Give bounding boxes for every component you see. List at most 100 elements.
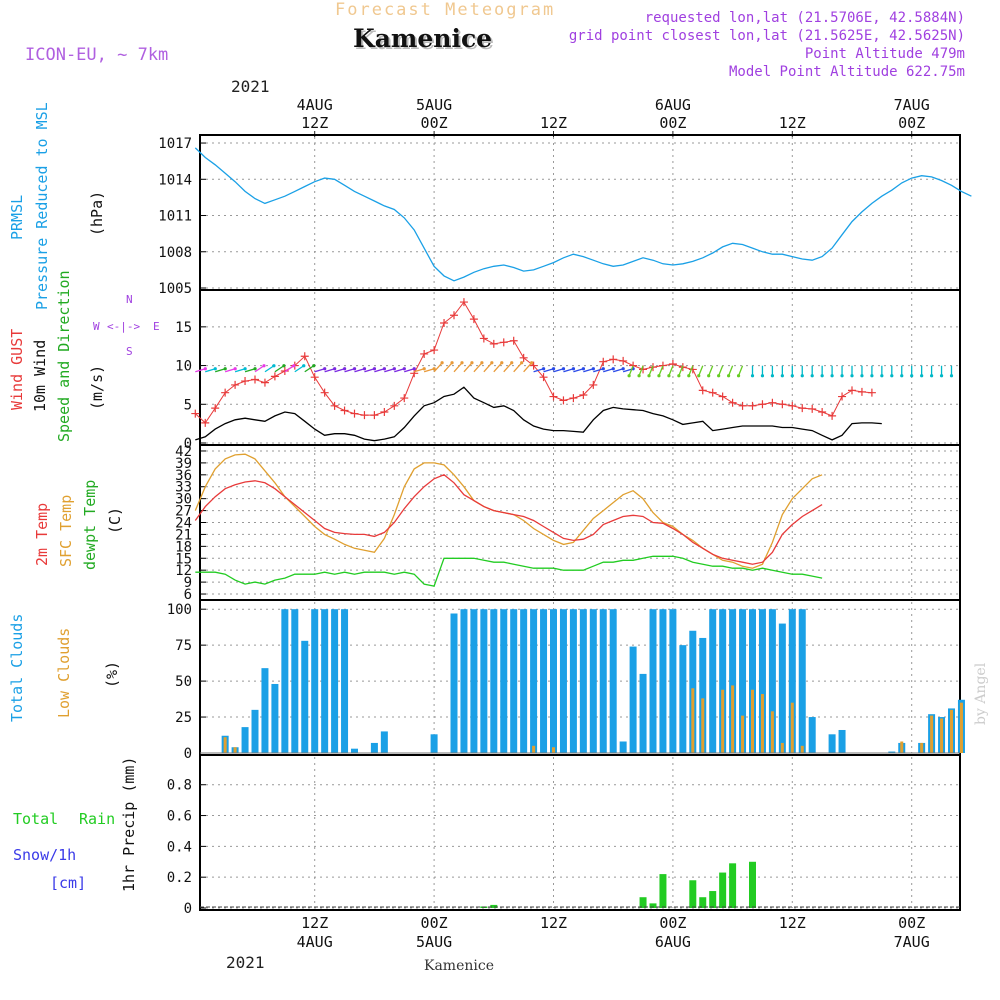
top-date-label-3: 6AUG xyxy=(655,96,691,114)
pressure-ytick-label-0: 1005 xyxy=(158,281,192,297)
precip-ytick-label-1: 0.2 xyxy=(167,870,192,886)
pressure-frame xyxy=(199,134,961,291)
bottom-hour-label-0: 12Z xyxy=(301,914,328,932)
wind-arrowhead-1 xyxy=(213,367,217,371)
gust-point-18 xyxy=(370,411,379,420)
total-cloud-bar-24 xyxy=(460,609,468,753)
top-date-label-0: 4AUG xyxy=(297,96,333,114)
rain-bar-2 xyxy=(639,897,647,908)
temp-ytick-label-9: 33 xyxy=(175,480,192,496)
gust-point-14 xyxy=(330,401,339,410)
gust-point-47 xyxy=(658,361,667,370)
temp-ytick-label-8: 30 xyxy=(175,492,192,508)
low-cloud-bar-73 xyxy=(950,709,953,753)
wind-arrow-23 xyxy=(423,368,435,373)
gust-point-57 xyxy=(758,400,767,409)
sfc-temp-line xyxy=(194,453,823,569)
total-cloud-bar-39 xyxy=(609,609,617,753)
total-cloud-bar-31 xyxy=(530,609,538,753)
wind-arrow-32 xyxy=(513,362,523,373)
wind-arrowhead-16 xyxy=(362,367,367,371)
wind-arrow-6 xyxy=(254,365,265,373)
gust-point-11 xyxy=(300,352,309,361)
bottom-hour-label-3: 00Z xyxy=(659,914,686,932)
model-name: ICON-EU, ~ 7km xyxy=(25,45,169,65)
precip-ytick-label-2: 0.4 xyxy=(167,839,192,855)
precip-legend-snow: Snow/1h xyxy=(13,846,77,864)
wind-arrowhead-14 xyxy=(343,367,347,371)
wind-arrow-13 xyxy=(324,368,335,373)
gust-point-12 xyxy=(310,373,319,382)
wind-arrowhead-17 xyxy=(372,367,377,371)
top-hour-label-2: 12Z xyxy=(540,114,567,132)
total-cloud-bar-52 xyxy=(739,609,747,753)
wind-ytick-label-1: 5 xyxy=(184,397,192,413)
gust-point-4 xyxy=(231,380,240,389)
wind-compass: N W <-|-> E S xyxy=(93,293,161,358)
wind-arrowhead-8 xyxy=(282,364,286,368)
model-altitude: Model Point Altitude 622.75m xyxy=(728,64,965,80)
gust-point-35 xyxy=(539,373,548,382)
wind-arrow-24 xyxy=(433,362,443,373)
station-title: Kamenice xyxy=(353,24,493,53)
clouds-panel: 0 25 50 75 100 xyxy=(167,602,965,762)
gust-point-7 xyxy=(260,378,269,387)
gust-point-66 xyxy=(848,386,856,395)
wind-arrow-33 xyxy=(523,362,533,373)
wind-arrowhead-71 xyxy=(900,374,904,378)
low-cloud-bar-33 xyxy=(552,747,555,753)
wind-arrow-48 xyxy=(668,365,674,377)
wind-arrowhead-7 xyxy=(272,364,276,368)
total-cloud-bar-58 xyxy=(798,609,806,753)
wind-arrowhead-33 xyxy=(530,361,534,365)
wind-arrowhead-13 xyxy=(333,367,337,371)
gust-point-15 xyxy=(340,406,349,415)
bottom-date-label-3: 6AUG xyxy=(655,933,691,951)
low-cloud-bar-54 xyxy=(760,694,764,753)
rain-bar-8 xyxy=(719,872,727,908)
wind-arrowhead-45 xyxy=(637,374,641,378)
wind-arrowhead-53 xyxy=(717,374,721,378)
gust-point-29 xyxy=(479,334,488,343)
wind-arrowhead-62 xyxy=(810,374,814,378)
wind-arrowhead-40 xyxy=(601,367,605,371)
temp-ytick-label-4: 18 xyxy=(175,539,192,555)
wind-arrowhead-23 xyxy=(432,367,436,371)
wind-arrow-49 xyxy=(678,365,684,377)
gust-point-39 xyxy=(579,390,588,399)
gust-point-42 xyxy=(609,355,618,364)
wind-arrow-7 xyxy=(264,365,275,373)
gust-point-1 xyxy=(201,418,210,427)
low-cloud-bar-74 xyxy=(959,702,963,753)
wind-arrowhead-47 xyxy=(657,374,661,378)
wind-arrowhead-57 xyxy=(760,374,765,378)
rain-bar-5 xyxy=(689,880,697,908)
wind-arrow-41 xyxy=(603,368,614,373)
gust-point-62 xyxy=(808,404,817,413)
wind-arrowhead-12 xyxy=(323,367,327,371)
gust-point-54 xyxy=(728,398,737,407)
wind-arrowhead-42 xyxy=(621,367,625,371)
low-cloud-bar-50 xyxy=(721,689,725,753)
wind-panel: 0 5 10 15 xyxy=(175,298,960,452)
wind-arrowhead-66 xyxy=(850,374,854,378)
wind-arrow-12 xyxy=(314,368,325,373)
wind-arrowhead-37 xyxy=(571,367,576,371)
temp-ytick-label-7: 27 xyxy=(175,504,192,520)
total-cloud-bar-13 xyxy=(351,748,358,753)
wind-arrow-54 xyxy=(727,365,734,377)
low-cloud-bar-1 xyxy=(233,747,237,753)
total-cloud-bar-28 xyxy=(500,609,508,753)
wind-arrowhead-51 xyxy=(697,374,701,378)
bottom-date-label-5: 7AUG xyxy=(894,933,930,951)
wind-arrow-38 xyxy=(573,368,584,373)
wind-arrowhead-19 xyxy=(392,367,396,371)
bottom-hour-label-2: 12Z xyxy=(540,914,567,932)
wind-arrowhead-11 xyxy=(312,364,316,368)
gust-point-58 xyxy=(768,398,777,407)
total-cloud-bar-16 xyxy=(380,731,388,753)
wind-arrowhead-30 xyxy=(500,361,504,365)
wind-frame xyxy=(199,289,961,446)
gust-point-6 xyxy=(251,375,259,384)
